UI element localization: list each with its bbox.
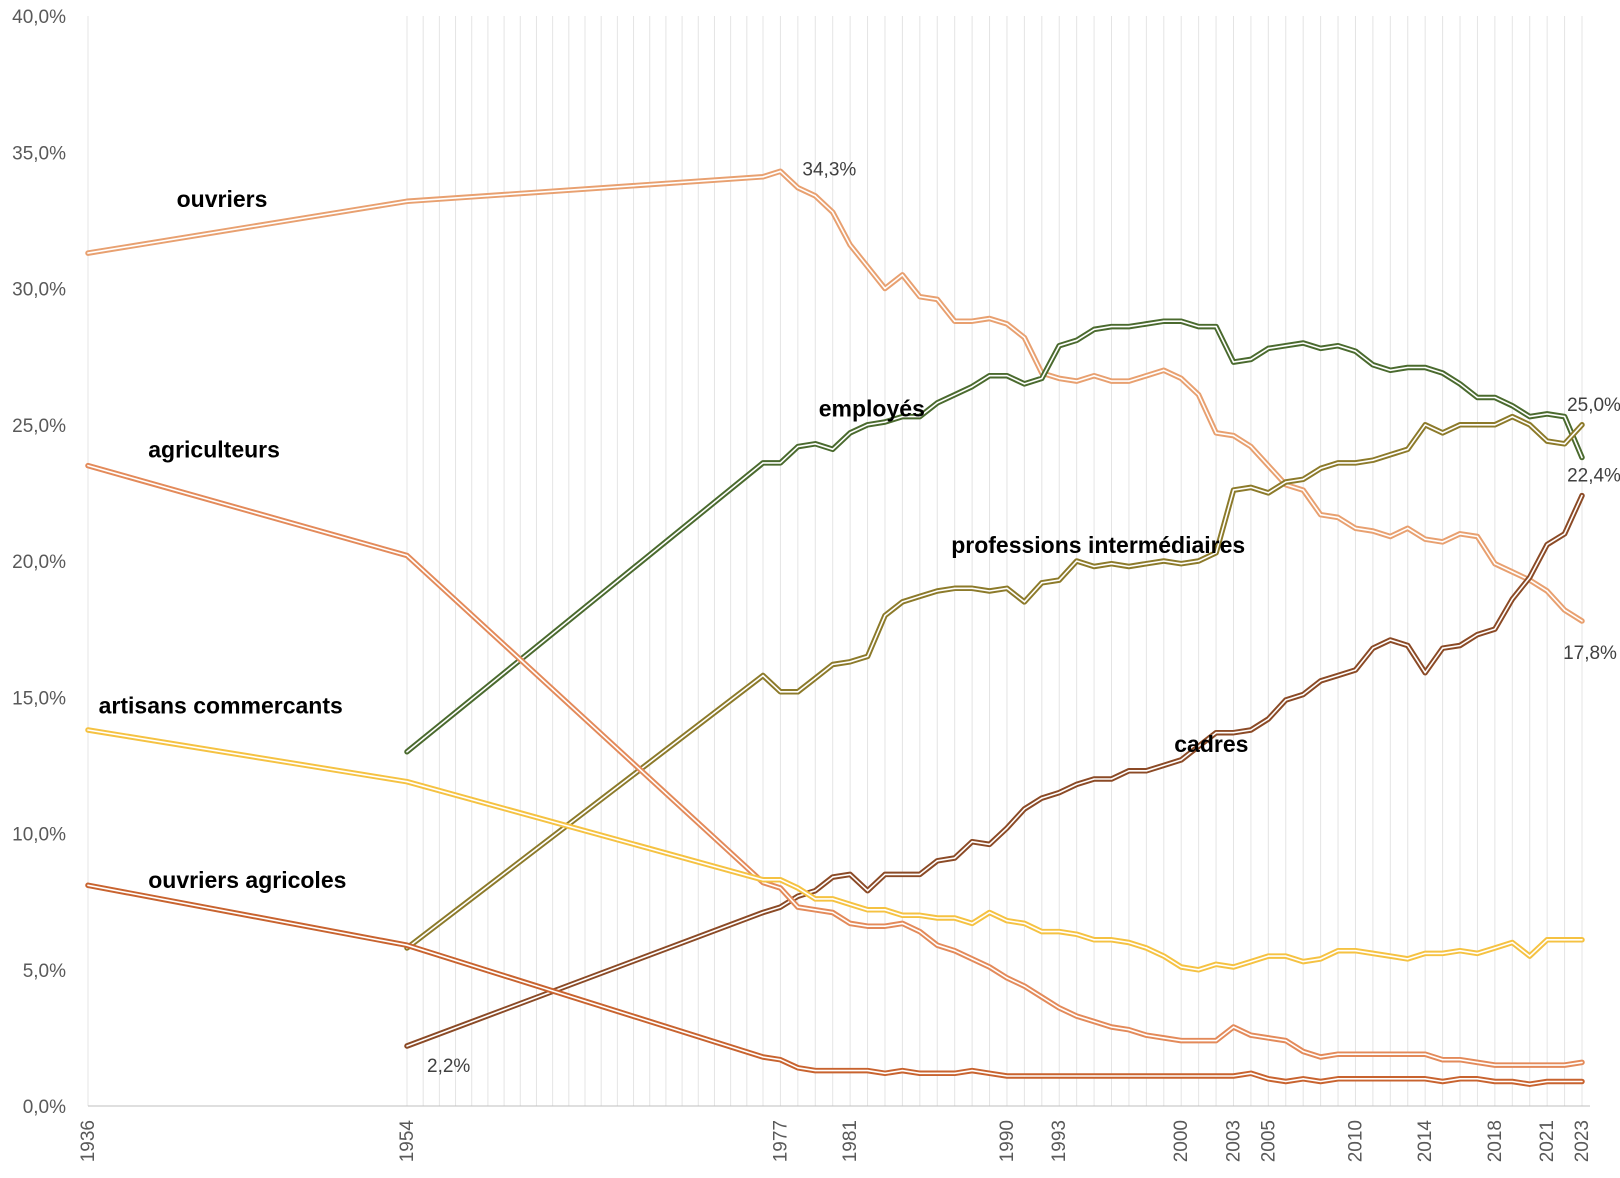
y-tick-label: 5,0% [23, 961, 66, 982]
y-tick-label: 15,0% [12, 688, 66, 709]
y-tick-label: 0,0% [23, 1097, 66, 1118]
series-line-core [87, 464, 1583, 1066]
series-name-label: cadres [1174, 731, 1248, 757]
x-tick-label: 1936 [78, 1120, 99, 1162]
x-tick-label: 1954 [397, 1120, 418, 1163]
series-name-label: agriculteurs [148, 436, 280, 462]
x-tick-label: 2014 [1415, 1120, 1436, 1163]
data-value-label: 34,3% [802, 159, 856, 180]
series-line-core [406, 415, 1583, 949]
series-line-core [406, 494, 1583, 1047]
series-name-label: artisans commercants [99, 693, 343, 719]
series-line-core [406, 320, 1583, 753]
x-tick-label: 2021 [1537, 1120, 1558, 1162]
data-value-label: 22,4% [1567, 466, 1620, 487]
series-name-label: professions intermédiaires [951, 532, 1245, 558]
y-tick-label: 40,0% [12, 7, 66, 28]
y-tick-label: 10,0% [12, 825, 66, 846]
labels: ouvriers employés professions intermédiair… [99, 159, 1620, 1077]
series-line-core [87, 729, 1583, 971]
x-tick-label: 1977 [770, 1120, 791, 1162]
series-line-core [87, 170, 1583, 622]
series-name-label: ouvriers [177, 186, 268, 212]
axes: 0,0% 5,0% 10,0% 15,0% 20,0% 25,0% 30,0% 35,0% 40… [12, 7, 1593, 1162]
data-value-label: 25,0% [1567, 395, 1620, 416]
y-tick-label: 30,0% [12, 280, 66, 301]
y-tick-label: 35,0% [12, 143, 66, 164]
x-tick-label: 1993 [1049, 1120, 1070, 1162]
series-name-label: ouvriers agricoles [148, 867, 346, 893]
y-tick-label: 20,0% [12, 552, 66, 573]
series-line-outline [404, 413, 1585, 951]
x-tick-label: 1990 [997, 1120, 1018, 1162]
x-tick-label: 2005 [1258, 1120, 1279, 1162]
series-line-outline [404, 492, 1585, 1049]
series-lines [85, 168, 1585, 1087]
series-name-label: employés [819, 396, 925, 422]
data-value-label: 2,2% [427, 1056, 470, 1077]
data-value-label: 17,8% [1563, 643, 1617, 664]
x-tick-label: 2023 [1572, 1120, 1593, 1162]
x-tick-label: 2018 [1485, 1120, 1506, 1162]
x-tick-label: 2000 [1171, 1120, 1192, 1162]
x-tick-label: 1981 [840, 1120, 861, 1162]
series-line-core [87, 884, 1583, 1085]
y-tick-label: 25,0% [12, 416, 66, 437]
x-tick-label: 2010 [1345, 1120, 1366, 1162]
x-tick-label: 2003 [1223, 1120, 1244, 1162]
